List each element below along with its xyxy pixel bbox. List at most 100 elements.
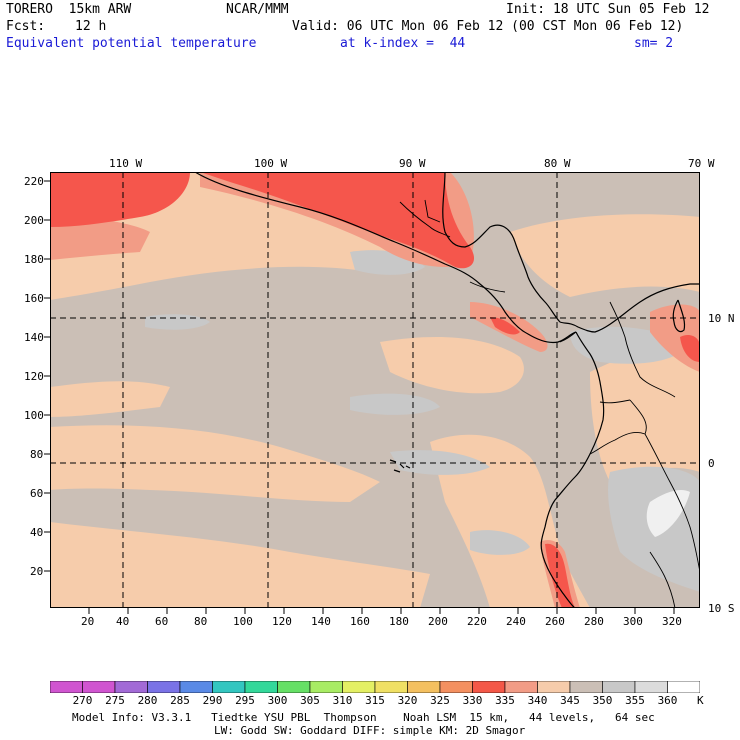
y-tick-140: 140	[24, 331, 44, 344]
colorbar-swatch	[374, 681, 408, 693]
colorbar-swatch	[277, 681, 311, 693]
border-guatemala-honduras	[424, 199, 441, 223]
y-tick-80: 80	[30, 448, 44, 461]
x-tick-40: 40	[116, 615, 130, 628]
colorbar-label: 350	[592, 694, 613, 707]
colorbar-swatch	[244, 681, 278, 693]
y-tick-120: 120	[24, 370, 44, 383]
lon-label-80w: 80 W	[544, 157, 571, 170]
y-tick-180: 180	[24, 253, 44, 266]
x-tick-320: 320	[662, 615, 682, 628]
smoothing-info: sm= 2	[634, 36, 674, 51]
valid-time: Valid: 06 UTC Mon 06 Feb 12 (00 CST Mon …	[292, 19, 684, 34]
colorbar-label: 290	[202, 694, 223, 707]
lat-label-10n: 10 N	[708, 312, 735, 325]
y-tick-100: 100	[24, 409, 44, 422]
red-region-venezuela	[680, 335, 700, 362]
map-plot	[50, 172, 700, 608]
forecast-hour: 12 h	[75, 19, 107, 34]
y-tick-40: 40	[30, 526, 44, 539]
colorbar-swatch	[634, 681, 668, 693]
colorbar-swatch	[212, 681, 246, 693]
lat-label-0: 0	[708, 457, 715, 470]
colorbar-label: 275	[105, 694, 125, 707]
colorbar-label: 300	[267, 694, 288, 707]
y-tick-20: 20	[30, 565, 44, 578]
lon-label-100w: 100 W	[254, 157, 288, 170]
peach-band-mid	[50, 381, 170, 417]
colorbar-label: 320	[397, 694, 418, 707]
colorbar-label: 285	[170, 694, 190, 707]
x-tick-300: 300	[623, 615, 643, 628]
level-info: at k-index = 44	[340, 36, 466, 51]
lat-lon-grid	[50, 172, 700, 608]
model-info-line-2: LW: Godd SW: Goddard DIFF: simple KM: 2D…	[214, 724, 526, 737]
lon-label-110w: 110 W	[109, 157, 143, 170]
x-tick-260: 260	[545, 615, 565, 628]
colorbar-swatch	[667, 681, 700, 693]
organization: NCAR/MMM	[226, 2, 289, 17]
coastlines	[194, 172, 700, 608]
peach-band-south	[50, 425, 380, 502]
colorbar-swatch	[114, 681, 148, 693]
border-colombia-brazil	[629, 399, 647, 435]
colorbar-label: 360	[657, 694, 678, 707]
x-tick-200: 200	[428, 615, 448, 628]
coastline-lake-maracaibo	[672, 299, 686, 333]
colorbar-swatch	[407, 681, 441, 693]
border-ecuador-peru	[589, 431, 646, 455]
colorbar-label: 295	[235, 694, 255, 707]
colorbar	[50, 681, 700, 693]
x-tick-80: 80	[194, 615, 208, 628]
border-colombia-venezuela	[609, 301, 676, 398]
colorbar-label: 305	[300, 694, 320, 707]
red-region-peru	[545, 543, 575, 608]
colorbar-label: 280	[137, 694, 158, 707]
y-tick-200: 200	[24, 214, 44, 227]
red-region-costa-rica	[490, 317, 520, 335]
colorbar-unit: K	[697, 694, 704, 707]
border-panama-colombia	[559, 331, 577, 343]
colorbar-swatch	[472, 681, 506, 693]
colorbar-label: 355	[625, 694, 645, 707]
x-tick-100: 100	[233, 615, 253, 628]
forecast-label: Fcst:	[6, 19, 46, 34]
peach-south-america-north	[590, 345, 700, 482]
border-peru-brazil	[644, 433, 700, 573]
x-tick-120: 120	[272, 615, 292, 628]
y-tick-160: 160	[24, 292, 44, 305]
border-mexico-guatemala	[399, 201, 451, 238]
peach-eastern-pacific	[380, 337, 524, 394]
colorbar-swatch	[147, 681, 181, 693]
x-tick-140: 140	[311, 615, 331, 628]
colorbar-swatch	[342, 681, 376, 693]
border-colombia-ecuador	[599, 399, 631, 404]
grey-patch-2	[350, 393, 440, 415]
model-info-line-1: Model Info: V3.3.1 Tiedtke YSU PBL Thomp…	[72, 711, 655, 724]
colorbar-label: 270	[72, 694, 93, 707]
y-tick-220: 220	[24, 175, 44, 188]
x-tick-160: 160	[350, 615, 370, 628]
init-time: Init: 18 UTC Sun 05 Feb 12	[506, 2, 710, 17]
colorbar-swatch	[439, 681, 473, 693]
colorbar-label: 335	[495, 694, 515, 707]
model-name: TORERO 15km ARW	[6, 2, 132, 17]
lon-label-90w: 90 W	[399, 157, 426, 170]
light-grey-patch	[646, 490, 690, 537]
colorbar-label: 330	[462, 694, 483, 707]
border-nicaragua	[469, 281, 506, 293]
x-tick-280: 280	[584, 615, 604, 628]
colorbar-swatch	[179, 681, 213, 693]
map-border	[50, 172, 700, 608]
x-tick-60: 60	[155, 615, 169, 628]
colorbar-swatch	[504, 681, 538, 693]
x-tick-20: 20	[81, 615, 95, 628]
colorbar-label: 315	[365, 694, 385, 707]
colorbar-label: 325	[430, 694, 450, 707]
x-tick-240: 240	[506, 615, 526, 628]
field-name: Equivalent potential temperature	[6, 36, 257, 51]
x-tick-180: 180	[389, 615, 409, 628]
red-region-nw	[50, 172, 190, 227]
red-region-mexico	[200, 172, 475, 269]
